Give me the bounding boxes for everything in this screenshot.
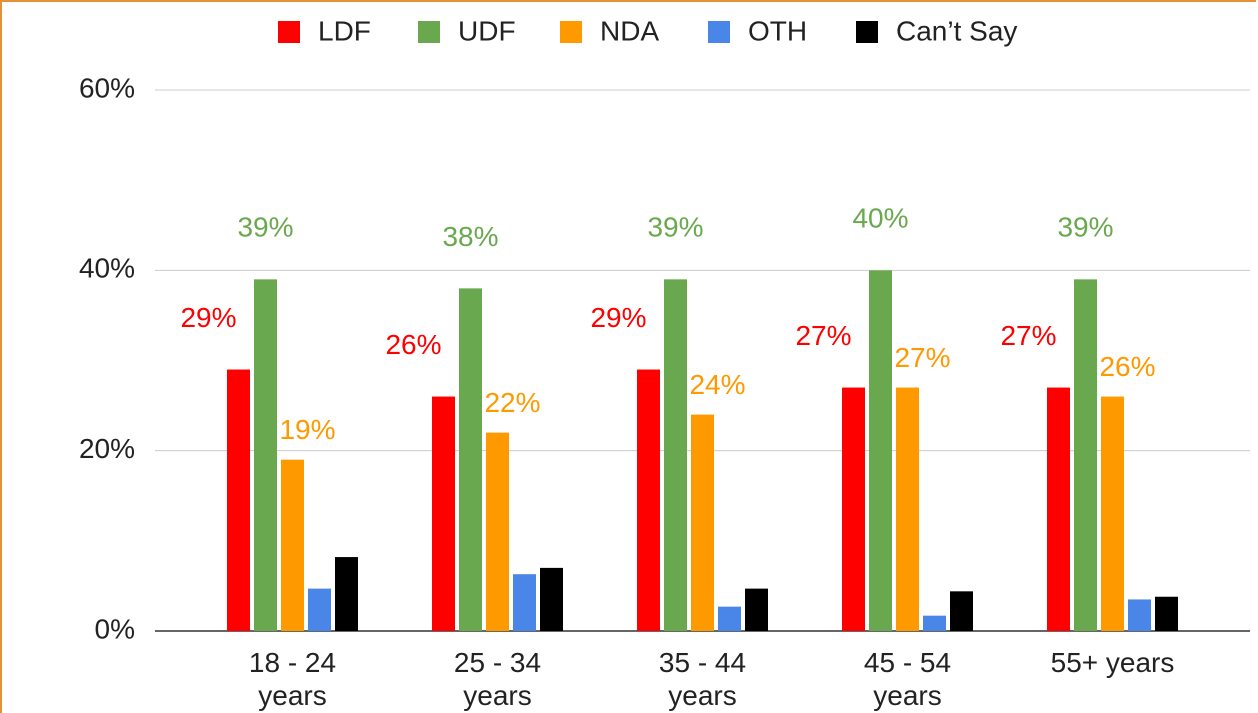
x-tick-label: 55+ years xyxy=(1050,647,1175,678)
bar xyxy=(227,369,250,631)
legend-label: UDF xyxy=(458,15,516,46)
legend-swatch xyxy=(560,21,582,43)
bar xyxy=(923,615,946,631)
data-label: 39% xyxy=(1057,212,1113,243)
bar xyxy=(540,567,563,631)
legend-swatch xyxy=(856,21,878,43)
bar xyxy=(254,279,277,631)
data-label: 24% xyxy=(689,369,745,400)
bar xyxy=(869,270,892,631)
legend-swatch xyxy=(708,21,730,43)
bar xyxy=(745,588,768,631)
y-tick-label: 60% xyxy=(79,72,135,103)
bar xyxy=(896,387,919,631)
bar xyxy=(691,414,714,631)
data-label: 26% xyxy=(1099,351,1155,382)
y-tick-label: 0% xyxy=(95,613,135,644)
bar xyxy=(1047,387,1070,631)
data-label: 29% xyxy=(590,302,646,333)
y-tick-label: 40% xyxy=(79,253,135,284)
data-label: 27% xyxy=(1000,320,1056,351)
bar xyxy=(308,588,331,631)
data-label: 39% xyxy=(237,212,293,243)
bar xyxy=(1101,396,1124,631)
bar xyxy=(486,432,509,631)
data-label: 27% xyxy=(894,342,950,373)
data-label: 19% xyxy=(279,414,335,445)
bar xyxy=(950,591,973,631)
bar xyxy=(637,369,660,631)
legend-label: NDA xyxy=(600,15,659,46)
bar xyxy=(1155,596,1178,631)
bar xyxy=(1128,599,1151,631)
legend-label: LDF xyxy=(318,15,371,46)
bar xyxy=(718,606,741,631)
bar xyxy=(1074,279,1097,631)
data-label: 27% xyxy=(795,320,851,351)
legend-label: OTH xyxy=(748,15,807,46)
legend-swatch xyxy=(418,21,440,43)
data-label: 26% xyxy=(385,329,441,360)
bar xyxy=(281,459,304,631)
data-label: 38% xyxy=(442,221,498,252)
x-tick-label: 45 - 54 years xyxy=(863,647,952,711)
data-label: 29% xyxy=(180,302,236,333)
bar xyxy=(513,574,536,631)
data-label: 22% xyxy=(484,387,540,418)
bar xyxy=(664,279,687,631)
bar xyxy=(432,396,455,631)
x-tick-label: 25 - 34 years xyxy=(453,647,542,711)
data-label: 39% xyxy=(647,212,703,243)
legend-swatch xyxy=(278,21,300,43)
bar xyxy=(842,387,865,631)
legend-label: Can’t Say xyxy=(896,15,1017,46)
y-tick-label: 20% xyxy=(79,433,135,464)
bar xyxy=(335,557,358,631)
data-label: 40% xyxy=(852,203,908,234)
x-tick-label: 35 - 44 years xyxy=(658,647,747,711)
x-tick-label: 18 - 24 years xyxy=(248,647,337,711)
bar xyxy=(459,288,482,631)
